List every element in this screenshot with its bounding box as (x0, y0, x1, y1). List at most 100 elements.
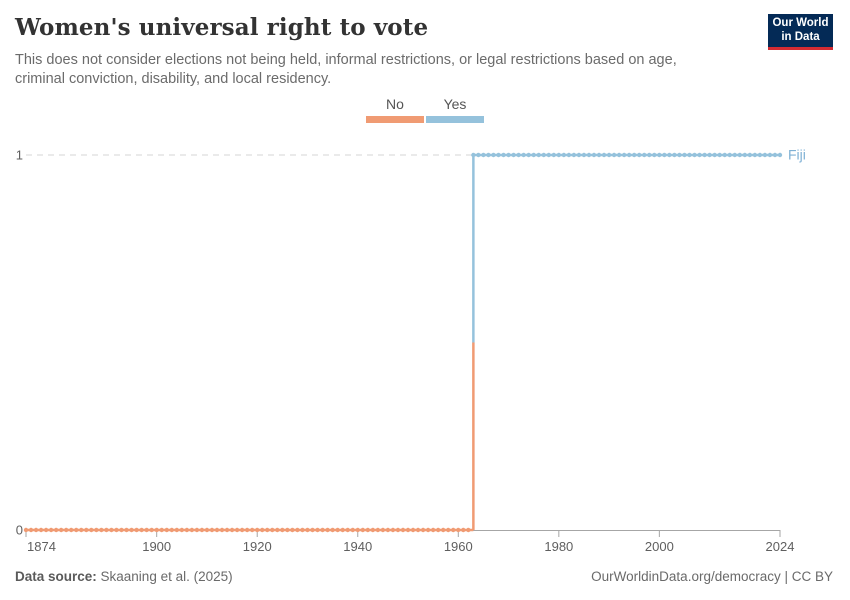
chart-canvas[interactable]: 0 1 1874 1900 1920 1940 1960 1980 2000 2024 Fiji (0, 140, 850, 560)
data-point (616, 152, 622, 158)
data-point (652, 152, 657, 158)
chart-title: Women's universal right to vote (15, 14, 429, 41)
data-point (762, 152, 768, 158)
data-point (69, 527, 74, 533)
data-point (657, 152, 662, 158)
data-point (737, 152, 742, 158)
data-point (576, 152, 582, 158)
owid-url-link[interactable]: OurWorldinData.org/democracy | CC BY (591, 569, 833, 584)
data-point (79, 527, 84, 533)
data-point (350, 527, 355, 533)
data-point (164, 527, 169, 533)
legend-item-no[interactable]: No (366, 96, 424, 123)
data-point (446, 527, 451, 533)
data-point (375, 527, 381, 533)
y-tick-label: 1 (16, 148, 23, 163)
data-point (370, 527, 376, 533)
data-point (441, 527, 446, 533)
entity-label-fiji[interactable]: Fiji (788, 147, 806, 163)
data-point (647, 152, 652, 158)
data-point (134, 527, 139, 533)
data-point (184, 527, 190, 533)
data-point (526, 152, 531, 158)
data-point (571, 152, 577, 158)
data-point (672, 152, 677, 158)
data-point (456, 527, 461, 533)
data-source: Data source: Skaaning et al. (2025) (15, 568, 233, 585)
legend: No Yes (0, 96, 850, 123)
data-point (179, 527, 185, 533)
data-point (64, 527, 69, 533)
data-point (275, 527, 280, 533)
data-point (642, 152, 647, 158)
data-point (209, 527, 215, 533)
data-point (229, 527, 235, 533)
data-point (340, 527, 345, 533)
data-point (224, 527, 230, 533)
data-point (501, 152, 506, 158)
data-point (345, 527, 350, 533)
x-tick-label: 1920 (243, 539, 272, 554)
y-tick-label: 0 (16, 523, 23, 538)
data-point (48, 527, 54, 533)
data-point (461, 527, 466, 533)
data-point (767, 152, 773, 158)
data-point (632, 152, 637, 158)
owid-logo[interactable]: Our World in Data (768, 14, 833, 50)
data-point (627, 152, 632, 158)
data-point (486, 152, 491, 158)
data-point (621, 152, 627, 158)
data-point (38, 527, 44, 533)
data-point (335, 527, 340, 533)
data-point (199, 527, 205, 533)
data-point (471, 152, 476, 158)
data-point (531, 152, 536, 158)
x-tick-label: 1960 (444, 539, 473, 554)
data-point (23, 527, 29, 533)
data-point (53, 527, 59, 533)
data-point (169, 527, 174, 533)
data-point (270, 527, 275, 533)
data-point (481, 152, 486, 158)
data-point (255, 527, 260, 533)
x-tick-label: 1980 (544, 539, 573, 554)
data-point (551, 152, 556, 158)
data-point (697, 152, 702, 158)
data-point (159, 527, 164, 533)
data-source-label: Data source: (15, 569, 97, 584)
data-point (290, 527, 295, 533)
data-point (400, 527, 406, 533)
data-point (300, 527, 305, 533)
data-point (365, 527, 371, 533)
data-point (295, 527, 300, 533)
data-point (58, 527, 64, 533)
data-point (260, 527, 265, 533)
data-point (561, 152, 567, 158)
data-point (305, 527, 310, 533)
data-point (320, 527, 325, 533)
data-point (390, 527, 396, 533)
data-point (360, 527, 365, 533)
footer: Data source: Skaaning et al. (2025) OurW… (15, 568, 833, 585)
data-point (33, 527, 39, 533)
legend-label: Yes (443, 96, 467, 112)
legend-item-yes[interactable]: Yes (426, 96, 484, 123)
data-point (109, 527, 114, 533)
data-point (506, 152, 511, 158)
x-tick-label: 2000 (645, 539, 674, 554)
data-point (410, 527, 416, 533)
data-point (466, 527, 471, 533)
data-point (516, 152, 521, 158)
data-point (244, 527, 250, 533)
data-point (717, 152, 722, 158)
data-point (420, 527, 426, 533)
x-tick-label: 2024 (766, 539, 795, 554)
data-point (380, 527, 386, 533)
data-source-value: Skaaning et al. (2025) (96, 569, 233, 584)
data-point (742, 152, 748, 158)
data-point (194, 527, 200, 533)
data-point (451, 527, 456, 533)
data-point (722, 152, 727, 158)
data-point (250, 527, 255, 533)
